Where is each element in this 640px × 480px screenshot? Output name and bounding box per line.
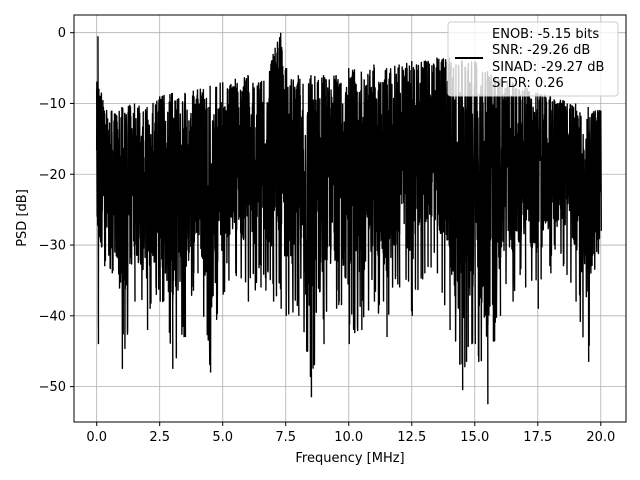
x-tick-label: 2.5 xyxy=(149,430,170,445)
y-tick-label: −50 xyxy=(39,380,66,395)
legend-line-sinad: SINAD: -29.27 dB xyxy=(492,60,604,75)
x-tick-label: 10.0 xyxy=(334,430,363,445)
x-axis: 0.0 2.5 5.0 7.5 10.0 12.5 15.0 17.5 20.0 xyxy=(86,422,615,445)
x-tick-label: 20.0 xyxy=(586,430,615,445)
y-tick-label: −10 xyxy=(39,97,66,112)
x-tick-label: 7.5 xyxy=(275,430,296,445)
x-tick-label: 17.5 xyxy=(523,430,552,445)
plot-frame xyxy=(73,14,627,423)
y-tick-label: −20 xyxy=(39,168,66,183)
y-tick-label: −40 xyxy=(39,309,66,324)
plot-area xyxy=(95,32,602,405)
legend-box xyxy=(447,21,619,97)
legend-line-snr: SNR: -29.26 dB xyxy=(492,43,590,58)
legend-line-sfdr: SFDR: 0.26 xyxy=(492,76,564,91)
x-tick-label: 5.0 xyxy=(212,430,233,445)
y-axis: 0 −10 −20 −30 −40 −50 xyxy=(39,26,74,395)
y-axis-label: PSD [dB] xyxy=(15,189,30,247)
x-tick-label: 12.5 xyxy=(397,430,426,445)
legend-line-enob: ENOB: -5.15 bits xyxy=(492,27,599,42)
y-tick-label: 0 xyxy=(58,26,66,41)
series-layer xyxy=(95,32,602,405)
x-tick-label: 0.0 xyxy=(86,430,107,445)
y-tick-label: −30 xyxy=(39,239,66,254)
psd-series-line xyxy=(95,32,602,405)
x-axis-label: Frequency [MHz] xyxy=(295,451,404,466)
legend: ENOB: -5.15 bits SNR: -29.26 dB SINAD: -… xyxy=(447,21,619,97)
x-tick-label: 15.0 xyxy=(460,430,489,445)
